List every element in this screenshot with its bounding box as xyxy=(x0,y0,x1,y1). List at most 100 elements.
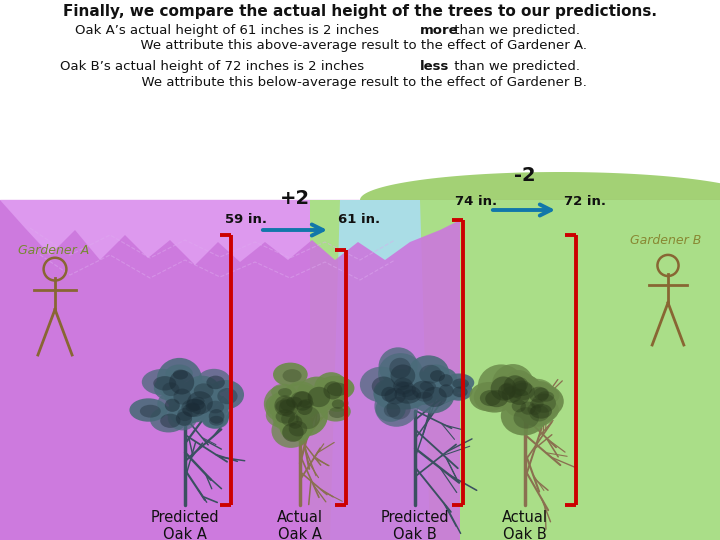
Ellipse shape xyxy=(500,374,542,406)
Ellipse shape xyxy=(317,376,354,401)
Ellipse shape xyxy=(182,403,201,417)
Ellipse shape xyxy=(395,386,421,404)
Ellipse shape xyxy=(390,364,415,387)
Ellipse shape xyxy=(537,391,554,402)
Ellipse shape xyxy=(445,381,472,401)
Ellipse shape xyxy=(452,387,468,397)
Ellipse shape xyxy=(186,399,204,410)
Ellipse shape xyxy=(501,382,514,395)
Ellipse shape xyxy=(374,379,402,407)
Ellipse shape xyxy=(387,397,410,420)
Ellipse shape xyxy=(184,376,220,404)
Ellipse shape xyxy=(185,393,209,408)
Ellipse shape xyxy=(281,409,307,433)
Ellipse shape xyxy=(164,381,197,410)
Ellipse shape xyxy=(360,367,403,402)
Ellipse shape xyxy=(160,414,181,428)
Ellipse shape xyxy=(503,375,526,397)
Ellipse shape xyxy=(207,380,244,409)
Text: 72 in.: 72 in. xyxy=(564,195,606,208)
Ellipse shape xyxy=(323,381,342,400)
Ellipse shape xyxy=(207,401,224,413)
Ellipse shape xyxy=(209,409,225,424)
Ellipse shape xyxy=(485,390,508,407)
Ellipse shape xyxy=(198,394,230,417)
Ellipse shape xyxy=(130,399,168,422)
Ellipse shape xyxy=(519,379,555,408)
Ellipse shape xyxy=(378,353,423,394)
Ellipse shape xyxy=(297,400,312,415)
Polygon shape xyxy=(0,200,460,540)
Ellipse shape xyxy=(163,382,179,396)
Ellipse shape xyxy=(529,387,549,403)
Ellipse shape xyxy=(512,381,532,396)
Text: than we predicted.: than we predicted. xyxy=(450,24,580,37)
Ellipse shape xyxy=(416,392,433,402)
Ellipse shape xyxy=(513,395,541,419)
Ellipse shape xyxy=(410,376,454,414)
Ellipse shape xyxy=(202,411,228,429)
Ellipse shape xyxy=(329,407,346,418)
Ellipse shape xyxy=(395,384,424,403)
Ellipse shape xyxy=(291,392,312,407)
Ellipse shape xyxy=(173,369,188,380)
Ellipse shape xyxy=(474,382,516,413)
Ellipse shape xyxy=(278,391,307,411)
Ellipse shape xyxy=(531,394,556,413)
Ellipse shape xyxy=(492,364,534,405)
Text: Finally, we compare the actual height of the trees to our predictions.: Finally, we compare the actual height of… xyxy=(63,4,657,19)
Ellipse shape xyxy=(490,376,516,401)
Ellipse shape xyxy=(393,377,413,395)
Ellipse shape xyxy=(169,370,194,395)
Ellipse shape xyxy=(292,391,313,410)
Ellipse shape xyxy=(521,402,536,415)
Ellipse shape xyxy=(430,370,445,382)
Ellipse shape xyxy=(502,386,521,403)
Ellipse shape xyxy=(266,402,302,428)
Ellipse shape xyxy=(512,400,526,413)
Ellipse shape xyxy=(176,393,211,414)
Ellipse shape xyxy=(395,381,409,390)
Ellipse shape xyxy=(423,364,450,385)
Ellipse shape xyxy=(266,393,301,417)
Ellipse shape xyxy=(276,409,295,423)
Ellipse shape xyxy=(281,384,318,412)
Ellipse shape xyxy=(376,396,405,422)
Ellipse shape xyxy=(142,369,184,395)
Ellipse shape xyxy=(374,386,418,427)
Ellipse shape xyxy=(408,355,449,390)
Text: Predicted
Oak A: Predicted Oak A xyxy=(150,510,220,540)
Ellipse shape xyxy=(186,402,200,412)
Polygon shape xyxy=(310,172,720,200)
Ellipse shape xyxy=(530,399,544,408)
Ellipse shape xyxy=(499,381,536,410)
Ellipse shape xyxy=(494,376,518,399)
Ellipse shape xyxy=(282,423,304,442)
Ellipse shape xyxy=(390,358,411,379)
Ellipse shape xyxy=(469,382,508,411)
Text: +2: +2 xyxy=(280,189,310,208)
Ellipse shape xyxy=(534,388,549,400)
Ellipse shape xyxy=(412,376,441,394)
Ellipse shape xyxy=(140,405,161,417)
Ellipse shape xyxy=(505,393,531,416)
Ellipse shape xyxy=(197,369,230,394)
Ellipse shape xyxy=(332,400,344,409)
Ellipse shape xyxy=(431,377,458,402)
Ellipse shape xyxy=(530,404,552,418)
Ellipse shape xyxy=(296,406,320,429)
Ellipse shape xyxy=(402,389,419,400)
Ellipse shape xyxy=(388,377,414,393)
Ellipse shape xyxy=(512,382,535,400)
Ellipse shape xyxy=(271,384,296,400)
Ellipse shape xyxy=(432,368,457,390)
Text: Predicted
Oak B: Predicted Oak B xyxy=(381,510,449,540)
Ellipse shape xyxy=(327,382,348,396)
Ellipse shape xyxy=(201,402,230,428)
Ellipse shape xyxy=(150,407,187,433)
Ellipse shape xyxy=(269,390,305,423)
Ellipse shape xyxy=(501,396,547,435)
Ellipse shape xyxy=(490,375,521,405)
Ellipse shape xyxy=(207,376,225,389)
Text: Actual
Oak A: Actual Oak A xyxy=(277,510,323,540)
